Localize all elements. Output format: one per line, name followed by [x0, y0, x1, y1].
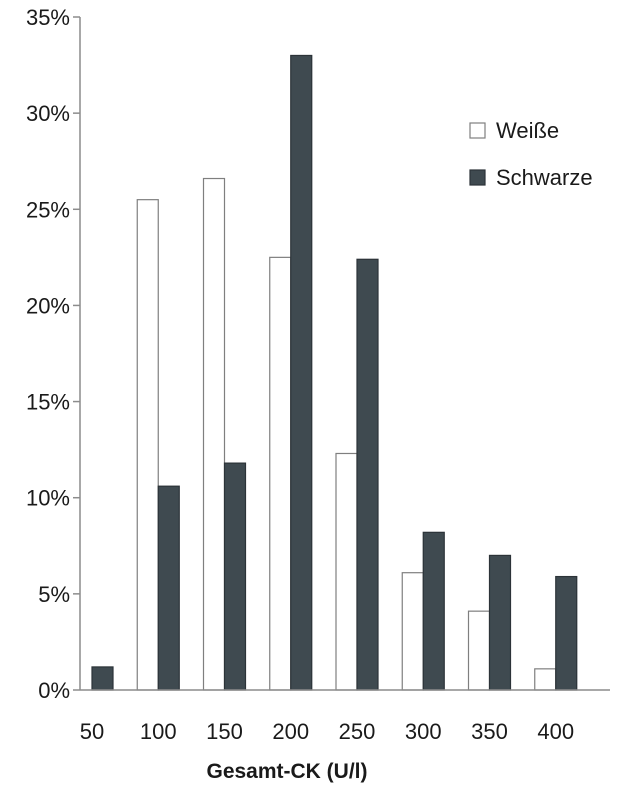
y-tick-label: 5% [38, 582, 70, 607]
x-tick-label: 250 [339, 719, 376, 744]
bar-schwarze [290, 54, 313, 691]
x-axis: 50 100 150 200 250 300 350 400 [80, 689, 610, 744]
bar-schwarze [555, 575, 578, 691]
y-tick-label: 20% [26, 293, 70, 318]
x-tick-label: 400 [537, 719, 574, 744]
bar-weisse [534, 668, 557, 691]
bar-schwarze [422, 531, 445, 691]
x-tick-label: 150 [206, 719, 243, 744]
y-tick-label: 30% [26, 101, 70, 126]
bar-weisse [269, 256, 292, 691]
bar-schwarze [223, 462, 247, 691]
y-tick-label: 0% [38, 678, 70, 703]
x-tick-label: 300 [405, 719, 442, 744]
bar-weisse [136, 199, 159, 691]
bar-schwarze [488, 554, 512, 691]
legend: Weiße Schwarze [469, 118, 593, 190]
legend-swatch [469, 122, 486, 139]
bar-weisse [335, 452, 358, 691]
legend-label: Weiße [496, 118, 559, 143]
y-tick-label: 25% [26, 197, 70, 222]
x-tick-label: 50 [80, 719, 104, 744]
y-tick-label: 15% [26, 390, 70, 415]
x-tick-label: 100 [140, 719, 177, 744]
bar-weisse [467, 610, 491, 691]
y-tick-label: 10% [26, 486, 70, 511]
y-axis: 0% 5% 10% 15% 20% 25% 30% 35% [26, 5, 81, 703]
y-tick-label: 35% [26, 5, 70, 30]
bar-schwarze [157, 485, 180, 691]
x-axis-title: Gesamt-CK (U/l) [206, 760, 367, 783]
bars [91, 54, 578, 691]
bar-weisse [401, 572, 424, 691]
bar-schwarze [91, 666, 114, 691]
legend-swatch [469, 169, 486, 186]
bar-weisse [202, 177, 226, 691]
bar-schwarze [356, 258, 379, 691]
x-tick-label: 350 [471, 719, 508, 744]
x-tick-label: 200 [272, 719, 309, 744]
legend-label: Schwarze [496, 165, 593, 190]
